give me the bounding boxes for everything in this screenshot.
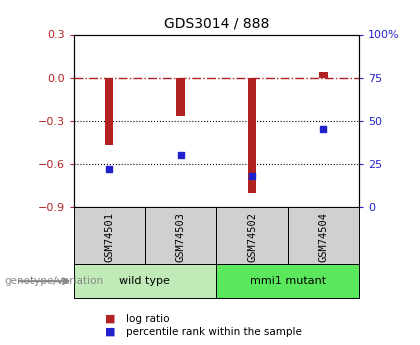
Bar [216, 264, 359, 298]
Text: ■: ■ [105, 327, 116, 337]
Bar [74, 207, 145, 264]
Text: log ratio: log ratio [126, 314, 170, 324]
Text: ■: ■ [105, 314, 116, 324]
Bar [288, 207, 359, 264]
Text: mmi1 mutant: mmi1 mutant [249, 276, 326, 286]
Point [177, 152, 184, 158]
Point [249, 173, 255, 179]
Text: GSM74503: GSM74503 [176, 211, 186, 262]
Point [320, 127, 327, 132]
Bar [145, 207, 216, 264]
Bar [319, 72, 328, 78]
Bar [176, 78, 185, 117]
Text: GSM74502: GSM74502 [247, 211, 257, 262]
Bar [74, 264, 216, 298]
Point [106, 166, 113, 172]
Text: wild type: wild type [119, 276, 171, 286]
Bar [248, 78, 256, 193]
Bar [105, 78, 113, 145]
Text: GSM74504: GSM74504 [318, 211, 328, 262]
Text: GSM74501: GSM74501 [104, 211, 114, 262]
Text: genotype/variation: genotype/variation [4, 276, 103, 286]
Text: percentile rank within the sample: percentile rank within the sample [126, 327, 302, 337]
Title: GDS3014 / 888: GDS3014 / 888 [164, 17, 269, 31]
Bar [216, 207, 288, 264]
